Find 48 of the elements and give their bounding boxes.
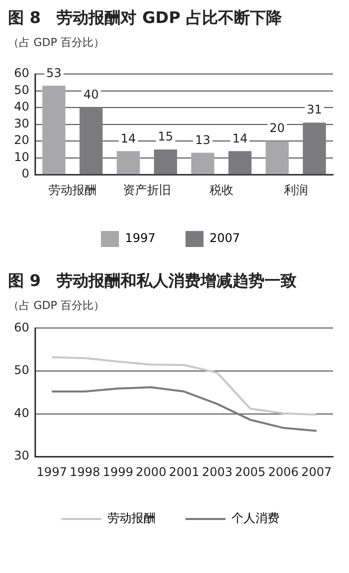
data-label: 31 — [306, 102, 322, 117]
y-tick-label: 60 — [14, 320, 30, 334]
chart-title: 图 8 劳动报酬对 GDP 占比不断下降 — [8, 8, 283, 29]
data-label: 14 — [232, 131, 248, 146]
legend-label: 2007 — [210, 231, 240, 246]
data-label: 14 — [120, 131, 136, 146]
data-label: 53 — [46, 66, 62, 80]
chart-title: 图 9 劳动报酬和私人消费增减趋势一致 — [8, 271, 298, 292]
bar — [228, 151, 252, 174]
data-label: 13 — [195, 132, 210, 147]
y-tick-label: 10 — [14, 150, 30, 164]
x-tick-label: 税收 — [209, 182, 234, 197]
x-tick-label: 1998 — [70, 464, 100, 479]
x-tick-label: 1999 — [102, 464, 134, 479]
x-tick-label: 2005 — [235, 464, 266, 479]
y-tick-label: 20 — [14, 133, 30, 148]
y-tick-label: 50 — [14, 82, 30, 97]
data-label: 15 — [158, 130, 174, 144]
y-tick-label: 50 — [14, 363, 30, 378]
bar — [266, 141, 289, 174]
legend-label: 1997 — [124, 231, 156, 246]
bar — [191, 152, 214, 174]
bar — [42, 86, 66, 174]
y-tick-label: 60 — [14, 66, 30, 80]
y-axis-title: （占 GDP 百分比） — [8, 298, 106, 313]
y-tick-label: 30 — [14, 448, 30, 463]
x-tick-label: 利润 — [284, 182, 308, 197]
y-tick-label: 40 — [14, 100, 30, 114]
y-tick-label: 40 — [14, 406, 30, 420]
y-tick-label: 30 — [14, 116, 30, 130]
y-axis-title: （占 GDP 百分比） — [8, 35, 106, 50]
x-tick-label: 2000 — [136, 464, 166, 479]
x-tick-label: 1997 — [36, 464, 68, 479]
x-tick-label: 劳动报酬 — [48, 182, 96, 197]
bar — [154, 149, 178, 174]
x-tick-label: 2006 — [268, 464, 299, 479]
bar — [116, 151, 140, 174]
legend-label: 劳动报酬 — [108, 511, 156, 526]
legend-label: 个人消费 — [232, 511, 280, 526]
x-tick-label: 2007 — [301, 464, 332, 479]
bar — [302, 122, 326, 174]
data-label: 40 — [83, 88, 99, 102]
x-tick-label: 2003 — [202, 464, 232, 479]
x-tick-label: 资产折旧 — [122, 182, 171, 197]
y-tick-label: 0 — [22, 166, 30, 181]
data-label: 20 — [270, 121, 285, 136]
x-tick-label: 2001 — [168, 464, 200, 479]
bar — [80, 108, 103, 174]
